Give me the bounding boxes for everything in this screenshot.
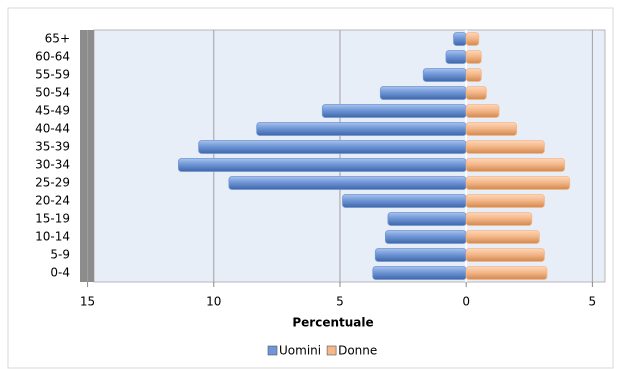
legend-swatch <box>326 345 337 356</box>
bar <box>465 140 545 154</box>
bar <box>465 230 540 244</box>
legend-label: Uomini <box>279 344 321 358</box>
bar <box>465 104 500 118</box>
bar <box>385 230 467 244</box>
y-tick-label: 25-29 <box>35 176 70 190</box>
bar <box>379 86 467 100</box>
x-axis-title: Percentuale <box>292 316 373 330</box>
bar <box>465 122 518 136</box>
y-tick-label: 15-19 <box>35 212 70 226</box>
bar <box>465 50 482 64</box>
y-tick-label: 35-39 <box>35 140 70 154</box>
bar <box>465 212 533 226</box>
bar <box>372 266 467 280</box>
bar <box>198 140 467 154</box>
x-tick-label: 5 <box>336 295 344 309</box>
y-tick-label: 10-14 <box>35 230 70 244</box>
bar <box>465 68 482 82</box>
bar <box>453 32 467 46</box>
bar <box>465 248 545 262</box>
bar <box>321 104 467 118</box>
x-tick-label: 15 <box>80 295 95 309</box>
y-tick-label: 60-64 <box>35 50 70 64</box>
bar <box>465 158 566 172</box>
x-tick-label: 10 <box>206 295 221 309</box>
bar <box>228 176 467 190</box>
plot-area <box>93 29 606 283</box>
x-tick-label: 0 <box>462 295 470 309</box>
bar <box>445 50 467 64</box>
y-tick-label: 20-24 <box>35 194 70 208</box>
legend-label: Donne <box>338 344 377 358</box>
y-tick-label: 0-4 <box>50 266 70 280</box>
plot-wall <box>80 30 94 282</box>
bar <box>256 122 467 136</box>
bar <box>422 68 467 82</box>
bar <box>465 266 548 280</box>
bar <box>342 194 467 208</box>
y-tick-label: 55-59 <box>35 68 70 82</box>
y-tick-label: 40-44 <box>35 122 70 136</box>
bar <box>178 158 467 172</box>
x-tick-label: 5 <box>589 295 597 309</box>
bar <box>387 212 467 226</box>
bar <box>465 86 487 100</box>
bar <box>465 32 480 46</box>
bar <box>374 248 467 262</box>
bar <box>465 176 571 190</box>
y-tick-label: 50-54 <box>35 86 70 100</box>
y-tick-label: 5-9 <box>50 248 70 262</box>
bar <box>465 194 545 208</box>
legend-swatch <box>267 345 278 356</box>
y-tick-label: 45-49 <box>35 104 70 118</box>
y-tick-label: 65+ <box>45 32 70 46</box>
y-tick-label: 30-34 <box>35 158 70 172</box>
